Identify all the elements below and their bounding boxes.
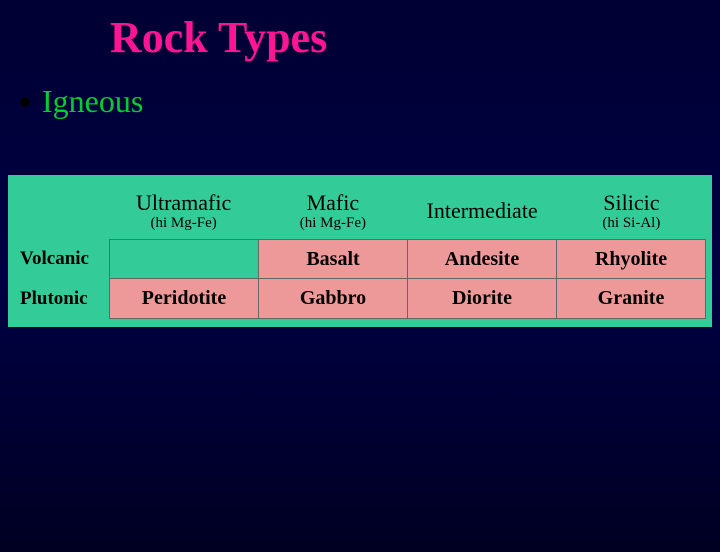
row-label-volcanic: Volcanic <box>14 239 109 279</box>
table-cell: Granite <box>557 279 706 318</box>
col-header-ultramafic: Ultramafic (hi Mg-Fe) <box>109 183 258 239</box>
table-cell: Rhyolite <box>557 240 706 278</box>
col-header-sub: (hi Si-Al) <box>602 215 660 232</box>
table-cell <box>110 240 259 278</box>
slide-title: Rock Types <box>110 12 720 63</box>
table-header-row: Ultramafic (hi Mg-Fe) Mafic (hi Mg-Fe) I… <box>14 183 706 239</box>
col-header-main: Ultramafic <box>136 191 231 215</box>
table-row: Volcanic Basalt Andesite Rhyolite <box>14 239 706 279</box>
table-cell: Peridotite <box>110 279 259 318</box>
table-cell: Andesite <box>408 240 557 278</box>
row-label-plutonic: Plutonic <box>14 279 109 319</box>
header-spacer <box>14 183 109 239</box>
table-cell: Diorite <box>408 279 557 318</box>
col-header-main: Intermediate <box>427 199 538 223</box>
cells-wrap: Basalt Andesite Rhyolite <box>109 239 706 279</box>
bullet-item: Igneous <box>20 83 720 120</box>
col-header-silicic: Silicic (hi Si-Al) <box>557 183 706 239</box>
col-header-intermediate: Intermediate <box>408 183 557 239</box>
cells-wrap: Peridotite Gabbro Diorite Granite <box>109 279 706 319</box>
table-cell: Basalt <box>259 240 408 278</box>
bullet-text: Igneous <box>42 83 143 120</box>
col-header-main: Mafic <box>307 191 360 215</box>
col-header-main: Silicic <box>603 191 659 215</box>
table-cell: Gabbro <box>259 279 408 318</box>
bullet-dot <box>20 97 30 107</box>
col-header-mafic: Mafic (hi Mg-Fe) <box>258 183 407 239</box>
col-header-sub: (hi Mg-Fe) <box>300 215 366 232</box>
table-row: Plutonic Peridotite Gabbro Diorite Grani… <box>14 279 706 319</box>
rock-types-table: Ultramafic (hi Mg-Fe) Mafic (hi Mg-Fe) I… <box>8 175 712 327</box>
col-header-sub: (hi Mg-Fe) <box>151 215 217 232</box>
